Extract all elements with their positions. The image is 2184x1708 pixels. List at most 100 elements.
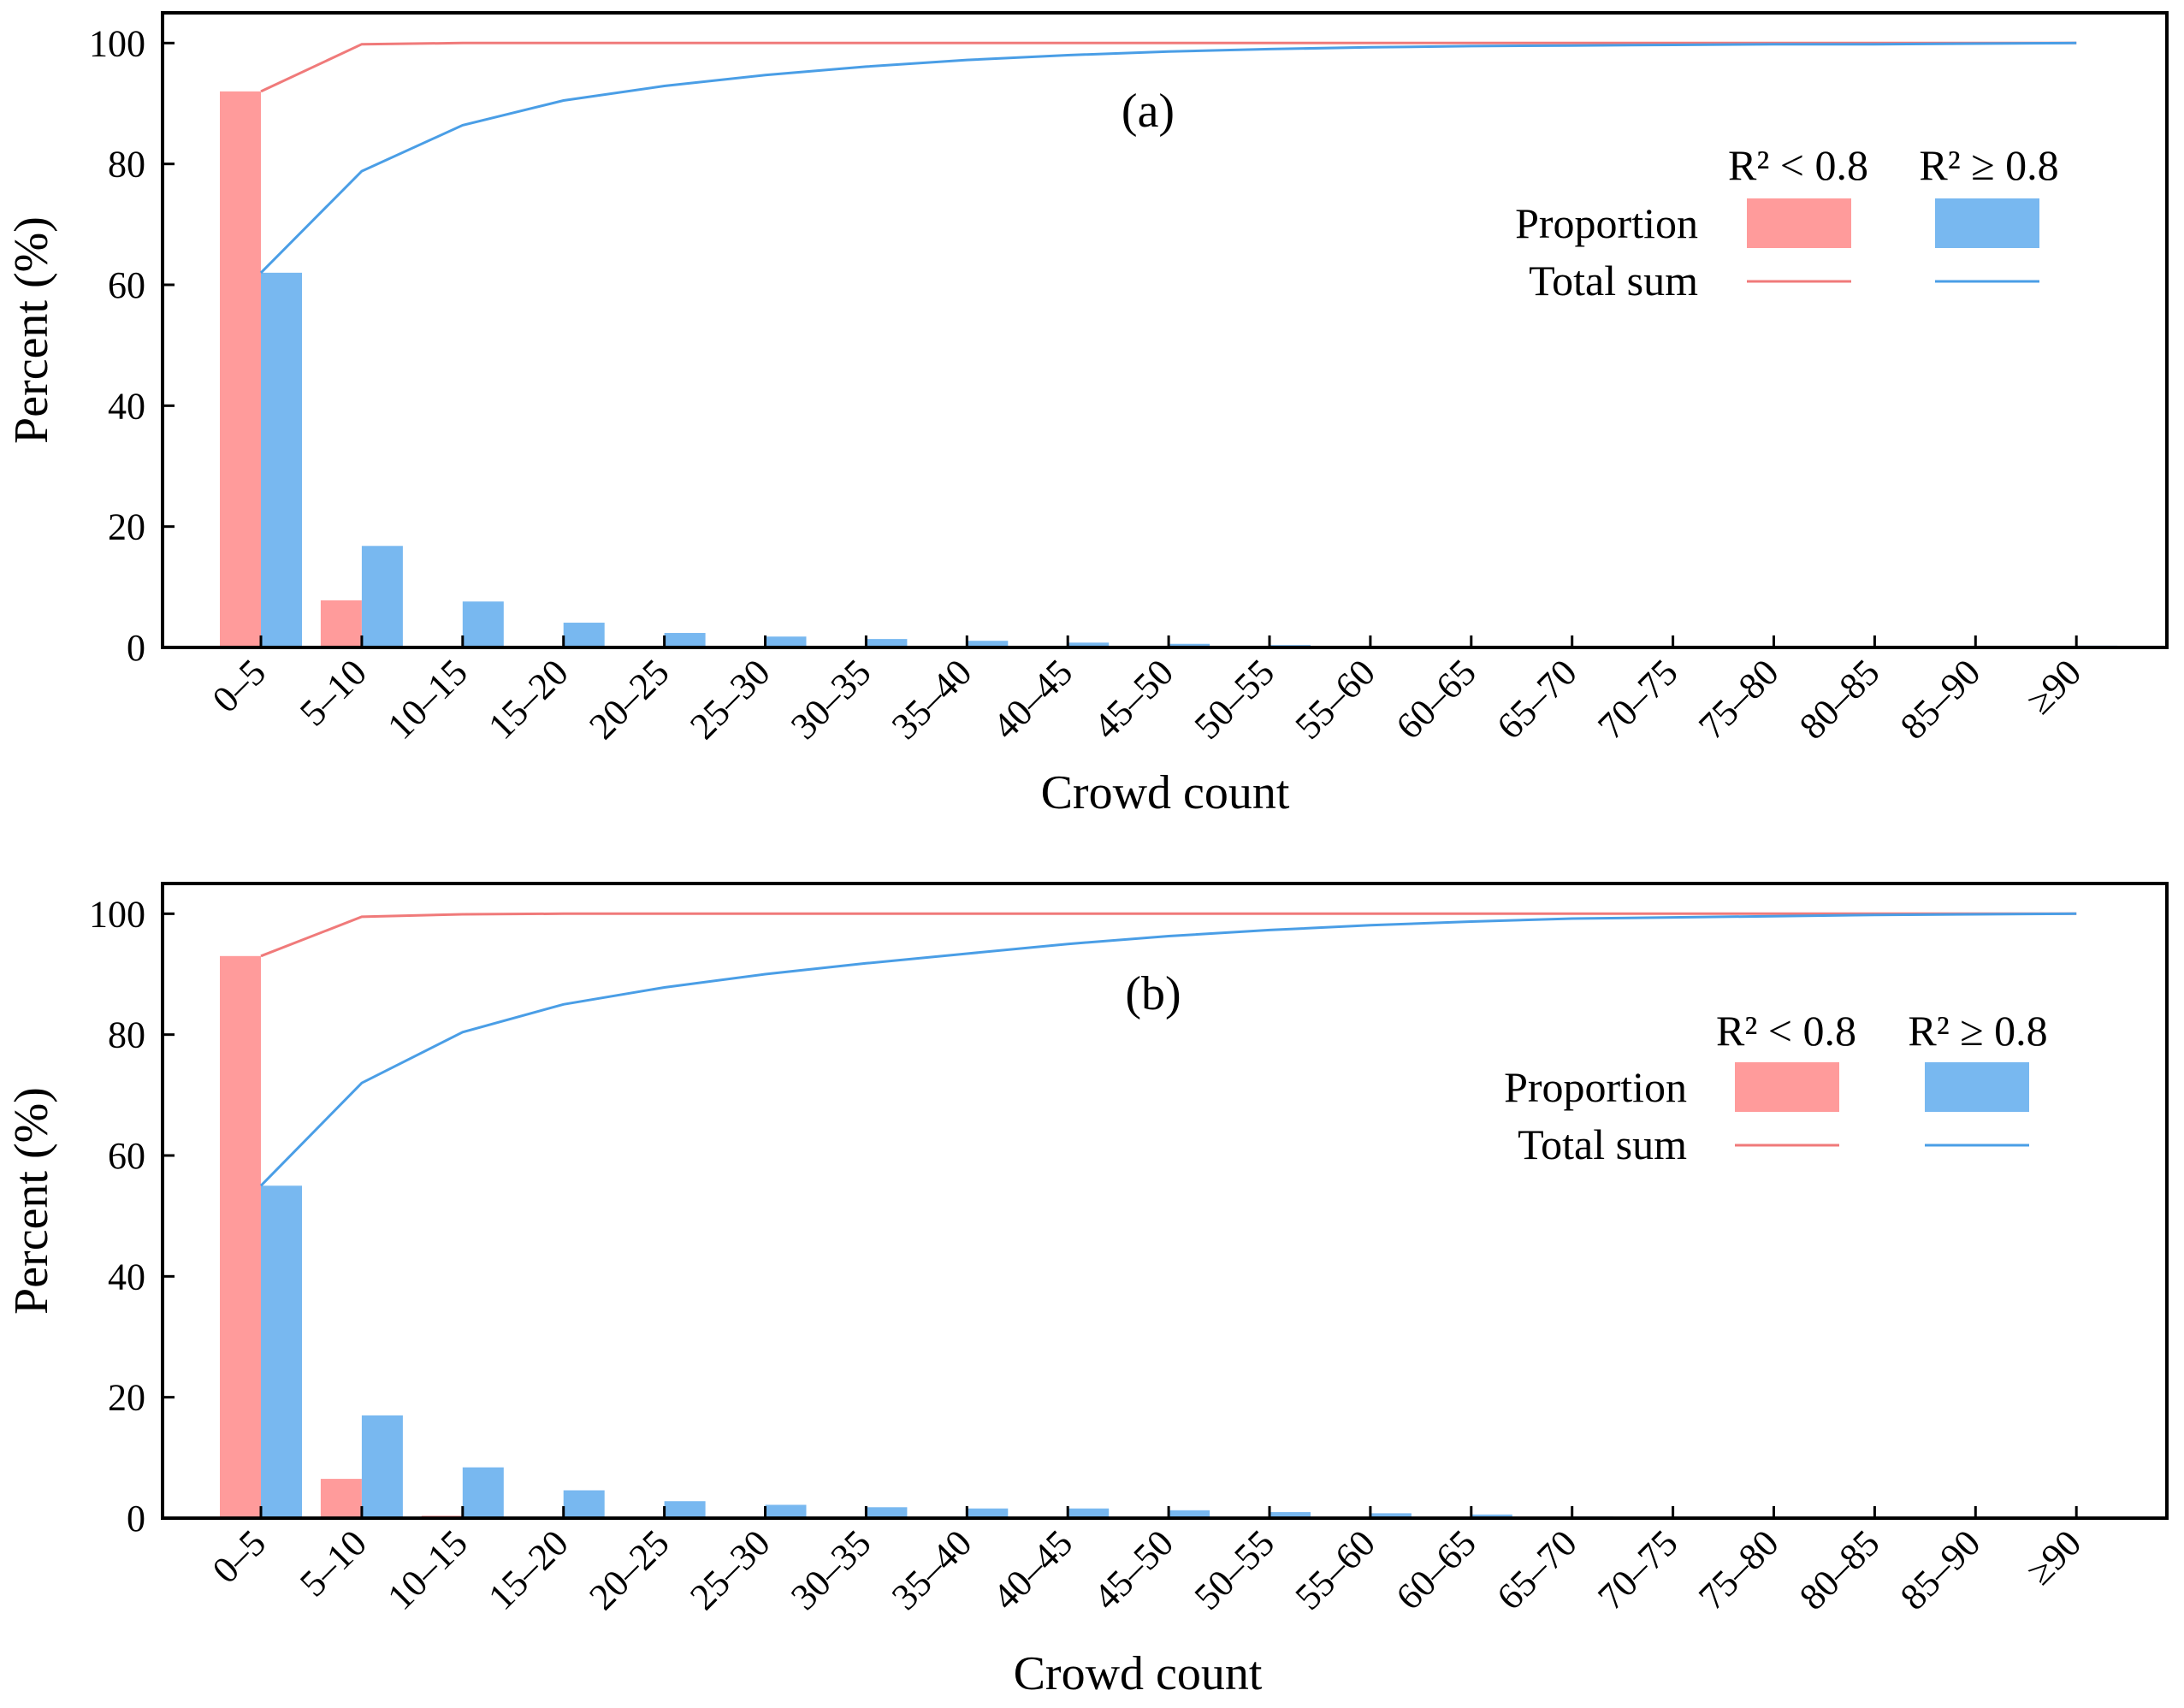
y-tick-label: 100 [89, 22, 145, 64]
y-tick-label: 20 [108, 1377, 145, 1419]
x-tick-label: 0–5 [204, 1522, 274, 1591]
x-tick-label: 85–90 [1892, 1522, 1988, 1617]
bar-high [361, 1415, 403, 1518]
bar-high [664, 1501, 706, 1518]
x-tick-label: ≥90 [2018, 1522, 2089, 1593]
x-tick-label: 70–75 [1589, 1522, 1685, 1617]
legend-proportion-label: Proportion [1515, 199, 1698, 247]
x-tick-label: 85–90 [1892, 651, 1988, 747]
panel-label: (b) [1125, 967, 1181, 1020]
x-tick-label: 50–55 [1187, 651, 1282, 747]
x-tick-label: 25–30 [682, 651, 778, 747]
y-tick-label: 40 [108, 1256, 145, 1297]
y-tick-label: 0 [127, 1498, 145, 1540]
x-tick-label: 35–40 [884, 651, 980, 747]
legend-swatch-low [1735, 1062, 1839, 1112]
y-tick-label: 60 [108, 1135, 145, 1177]
x-tick-label: 65–70 [1489, 651, 1584, 747]
x-tick-label: 75–80 [1690, 651, 1786, 747]
legend-total-label: Total sum [1529, 257, 1698, 304]
x-tick-label: 20–25 [581, 1522, 677, 1617]
x-tick-label: 70–75 [1589, 651, 1685, 747]
bar-high [462, 601, 504, 647]
legend-total-label: Total sum [1518, 1120, 1687, 1168]
x-tick-label: 5–10 [292, 1522, 375, 1605]
x-tick-label: 60–65 [1388, 651, 1483, 747]
x-tick-label: 80–85 [1791, 1522, 1887, 1617]
bar-high [1169, 643, 1210, 647]
y-tick-label: 0 [127, 627, 145, 669]
legend-header-high: R² ≥ 0.8 [1908, 1007, 2047, 1055]
bar-low [320, 600, 362, 647]
bar-high [462, 1467, 504, 1518]
bar-high [765, 636, 807, 647]
bar-high [563, 1490, 605, 1518]
total-sum-line-high [259, 41, 2077, 274]
legend-header-high: R² ≥ 0.8 [1919, 141, 2058, 189]
legend-swatch-high [1925, 1062, 2029, 1112]
y-axis-label: Percent (%) [5, 1087, 58, 1315]
bar-high [967, 1508, 1009, 1518]
x-tick-label: 0–5 [204, 651, 274, 720]
y-tick-label: 20 [108, 506, 145, 548]
legend-swatch-low [1747, 198, 1851, 248]
x-tick-label: 30–35 [783, 1522, 879, 1617]
bar-low [220, 91, 261, 647]
legend: R² < 0.8 R² ≥ 0.8 Proportion Total sum [1504, 1007, 2048, 1168]
bar-low [320, 1479, 362, 1518]
legend: R² < 0.8 R² ≥ 0.8 Proportion Total sum [1515, 141, 2059, 304]
x-tick-label: 25–30 [682, 1522, 778, 1617]
x-tick-label: 35–40 [884, 1522, 980, 1617]
bar-high [261, 272, 302, 647]
x-tick-label: 45–50 [1086, 651, 1181, 747]
x-tick-label: 20–25 [581, 651, 677, 747]
bar-high [866, 639, 908, 647]
x-tick-label: 55–60 [1287, 1522, 1383, 1617]
x-axis-label: Crowd count [1041, 766, 1290, 819]
x-tick-label: ≥90 [2018, 651, 2089, 722]
bar-high [261, 1185, 302, 1518]
x-tick-label: 60–65 [1388, 1522, 1483, 1617]
bar-high [1068, 642, 1110, 647]
y-tick-label: 60 [108, 264, 145, 306]
bar-high [1068, 1508, 1110, 1518]
bar-low [220, 955, 261, 1518]
bar-high [664, 633, 706, 647]
bar-high [1471, 1514, 1512, 1518]
x-tick-label: 5–10 [292, 651, 375, 734]
x-tick-label: 30–35 [783, 651, 879, 747]
x-tick-label: 55–60 [1287, 651, 1383, 747]
bar-high [967, 641, 1009, 647]
x-tick-label: 15–20 [480, 1522, 576, 1617]
y-tick-label: 80 [108, 144, 145, 186]
legend-header-low: R² < 0.8 [1716, 1007, 1856, 1055]
bar-high [765, 1504, 807, 1518]
x-tick-label: 45–50 [1086, 1522, 1181, 1617]
x-tick-label: 40–45 [985, 1522, 1080, 1617]
panel-label: (a) [1122, 85, 1175, 138]
bar-high [1270, 1511, 1311, 1518]
x-tick-label: 75–80 [1690, 1522, 1786, 1617]
bar-high [1370, 1513, 1412, 1518]
y-tick-label: 100 [89, 893, 145, 935]
plot-frame [161, 11, 2169, 649]
x-tick-label: 10–15 [379, 1522, 475, 1617]
legend-proportion-label: Proportion [1504, 1063, 1687, 1111]
legend-header-low: R² < 0.8 [1728, 141, 1868, 189]
bar-high [361, 546, 403, 647]
bar-high [866, 1507, 908, 1518]
y-axis-label: Percent (%) [5, 216, 58, 444]
bar-high [1169, 1510, 1210, 1518]
x-tick-label: 10–15 [379, 651, 475, 747]
y-tick-label: 40 [108, 385, 145, 427]
x-tick-label: 50–55 [1187, 1522, 1282, 1617]
x-tick-label: 15–20 [480, 651, 576, 747]
total-sum-line-high [259, 912, 2077, 1187]
y-tick-label: 80 [108, 1014, 145, 1056]
total-sum-line-low [260, 912, 2077, 958]
x-tick-label: 65–70 [1489, 1522, 1584, 1617]
legend-swatch-high [1935, 198, 2039, 248]
